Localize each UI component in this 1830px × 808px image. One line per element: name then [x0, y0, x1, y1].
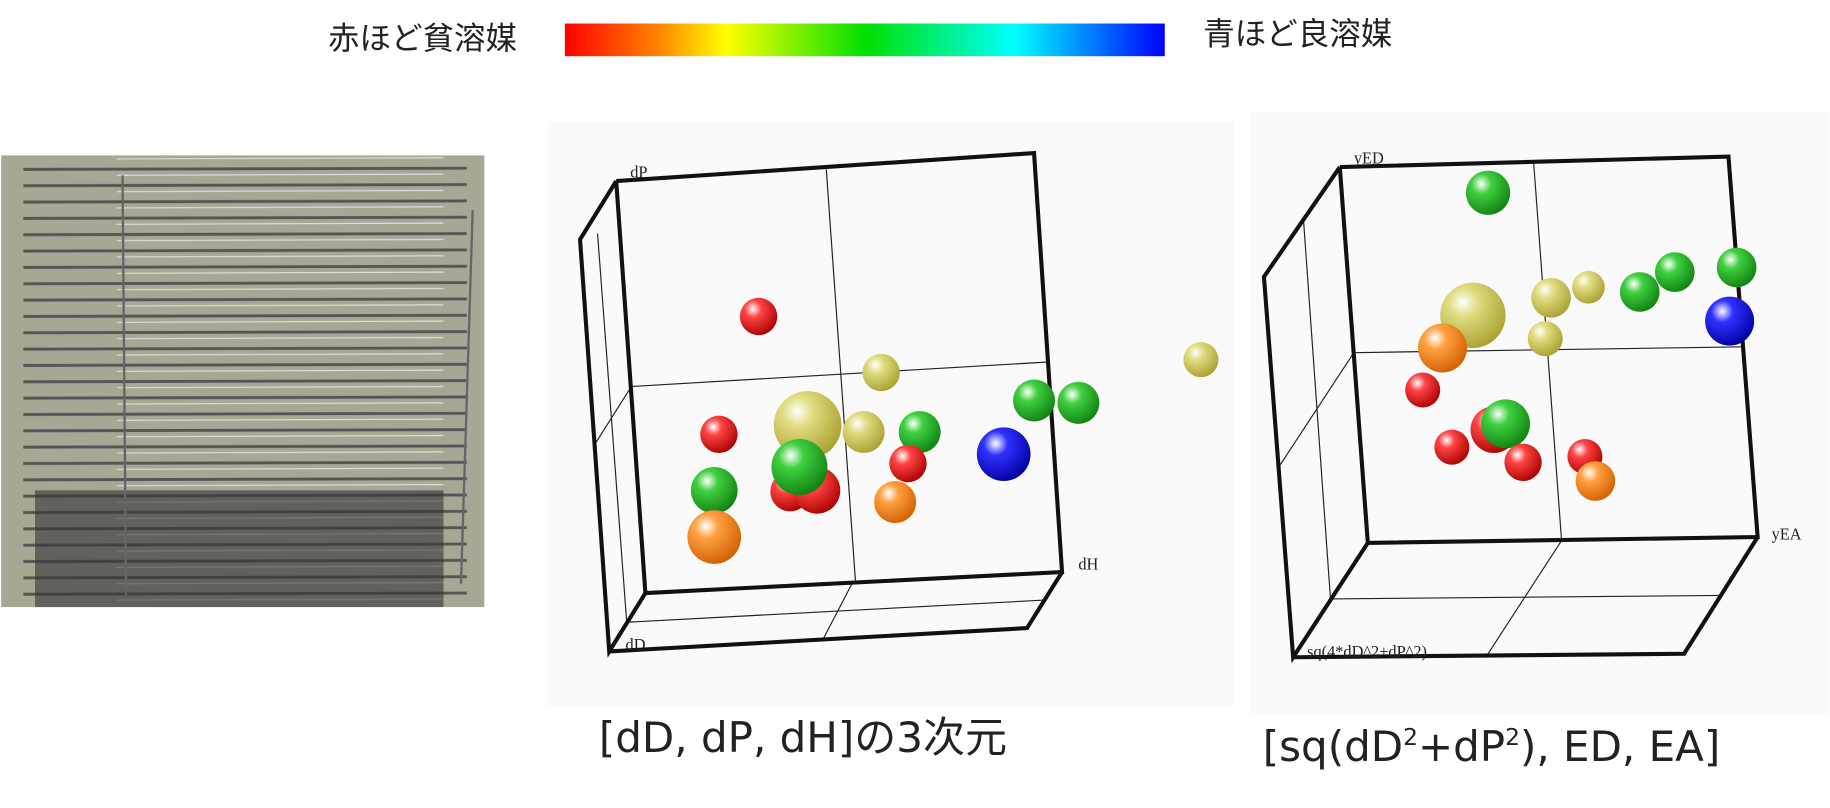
color-bar	[564, 23, 1165, 57]
caption-part: [sq(dD	[1263, 722, 1403, 771]
spheres	[687, 297, 1219, 564]
plot-3d-right: yED yEA sq(4*dD^2+dP^2) [sq(dD2+dP2), ED…	[1251, 112, 1829, 771]
caption-superscript: 2	[1403, 723, 1418, 751]
spheres	[1405, 170, 1757, 501]
axis-label: dP	[630, 163, 647, 182]
axis-label: dD	[626, 635, 646, 654]
plot-3d-left: dP dD dH [dD, dP, dH]の3次元	[547, 121, 1234, 762]
caption: [sq(dD2+dP2), ED, EA]	[1263, 722, 1721, 771]
caption-part: ), ED, EA]	[1520, 722, 1720, 771]
legend-right: 青ほど良溶媒	[1203, 17, 1392, 53]
caption-part: +dP	[1418, 722, 1505, 771]
axis-label: yED	[1354, 149, 1384, 168]
photo	[1, 155, 485, 608]
axis-label: yEA	[1772, 524, 1802, 543]
caption: [dD, dP, dH]の3次元	[599, 713, 1007, 762]
axis-label: dH	[1078, 555, 1098, 574]
axis-label: sq(4*dD^2+dP^2)	[1307, 642, 1427, 661]
caption-superscript: 2	[1505, 723, 1520, 751]
legend-left: 赤ほど貧溶媒	[328, 21, 517, 57]
